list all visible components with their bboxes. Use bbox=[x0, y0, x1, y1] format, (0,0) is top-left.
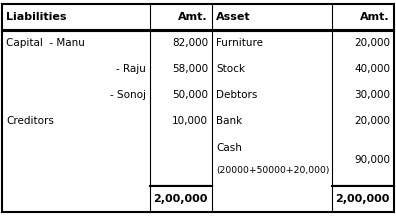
Text: Asset: Asset bbox=[216, 12, 251, 22]
Text: - Raju: - Raju bbox=[116, 64, 146, 74]
Text: Stock: Stock bbox=[216, 64, 245, 74]
Text: Debtors: Debtors bbox=[216, 90, 257, 100]
Text: 40,000: 40,000 bbox=[354, 64, 390, 74]
Text: Bank: Bank bbox=[216, 116, 242, 126]
Text: 58,000: 58,000 bbox=[172, 64, 208, 74]
Text: 20,000: 20,000 bbox=[354, 116, 390, 126]
Text: Cash: Cash bbox=[216, 143, 242, 153]
Text: 20,000: 20,000 bbox=[354, 38, 390, 48]
Text: - Sonoj: - Sonoj bbox=[110, 90, 146, 100]
Text: 82,000: 82,000 bbox=[172, 38, 208, 48]
Text: 10,000: 10,000 bbox=[172, 116, 208, 126]
Text: Capital  - Manu: Capital - Manu bbox=[6, 38, 85, 48]
Text: Amt.: Amt. bbox=[178, 12, 208, 22]
Text: 90,000: 90,000 bbox=[354, 155, 390, 165]
Text: 30,000: 30,000 bbox=[354, 90, 390, 100]
Text: Furniture: Furniture bbox=[216, 38, 263, 48]
Text: Amt.: Amt. bbox=[360, 12, 390, 22]
Text: Liabilities: Liabilities bbox=[6, 12, 67, 22]
Text: 50,000: 50,000 bbox=[172, 90, 208, 100]
Text: 2,00,000: 2,00,000 bbox=[336, 194, 390, 204]
Text: 2,00,000: 2,00,000 bbox=[154, 194, 208, 204]
Text: Creditors: Creditors bbox=[6, 116, 54, 126]
Text: (20000+50000+20,000): (20000+50000+20,000) bbox=[216, 165, 329, 175]
